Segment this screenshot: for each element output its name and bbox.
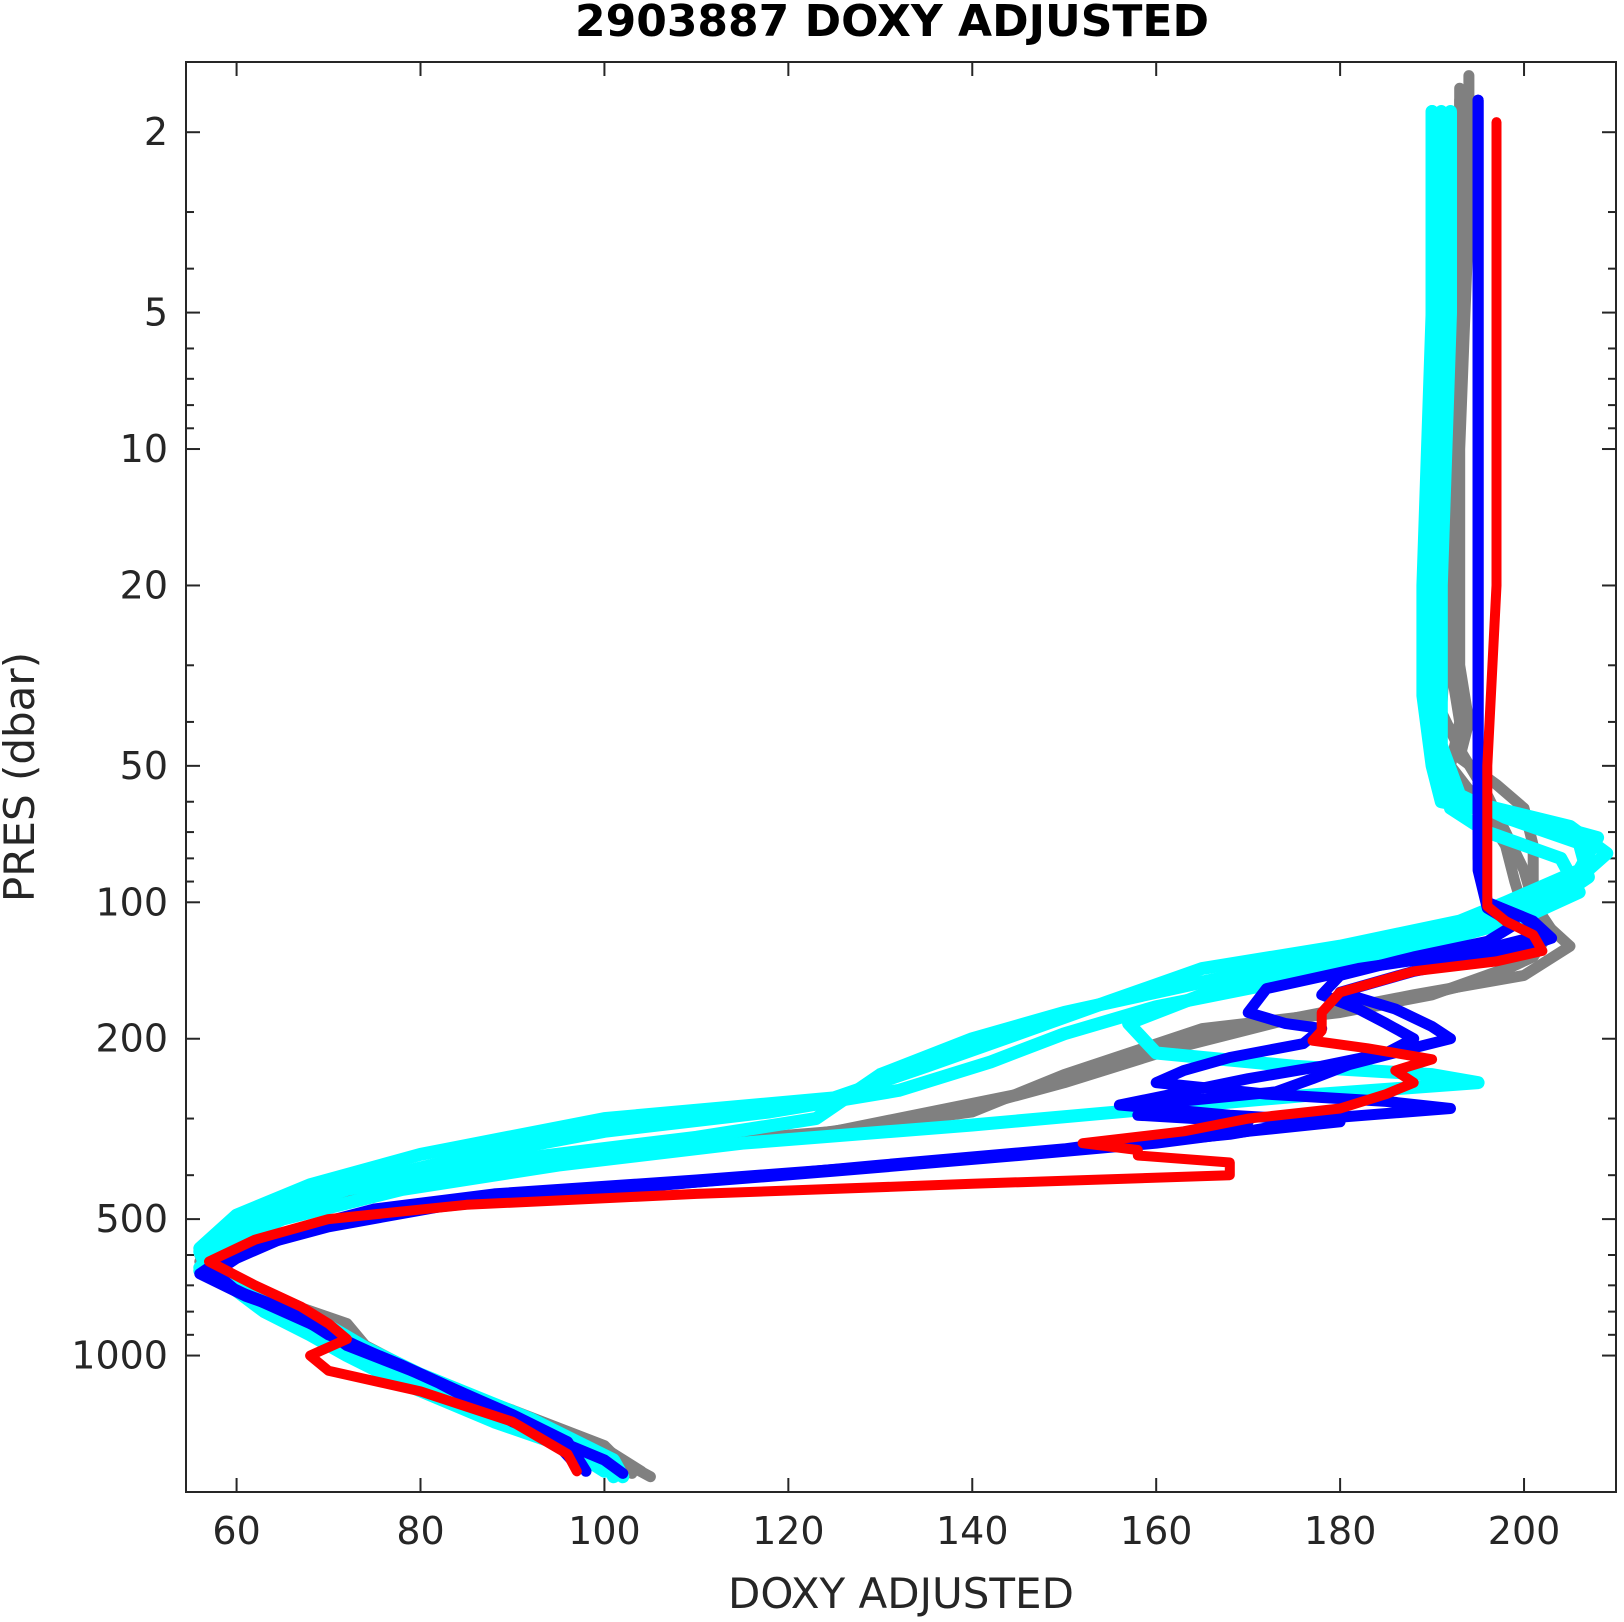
series-layer [193, 70, 1614, 1484]
y-tick-label: 1000 [71, 1334, 168, 1378]
profile-line-2 [203, 70, 1576, 1483]
profile-line-11 [204, 117, 1548, 1477]
x-tick-label: 60 [212, 1509, 260, 1553]
profile-line-6 [193, 105, 1595, 1478]
x-tick-label: 100 [568, 1509, 641, 1553]
x-tick-label: 80 [396, 1509, 444, 1553]
profile-line-9 [203, 94, 1521, 1472]
profile-line-7 [193, 105, 1586, 1480]
profile-line-1 [194, 82, 1548, 1477]
y-tick-label: 50 [120, 744, 168, 788]
y-tick-label: 10 [120, 427, 168, 471]
x-tick-label: 160 [1120, 1509, 1193, 1553]
profile-line-4 [193, 105, 1605, 1484]
x-tick-label: 120 [752, 1509, 825, 1553]
y-tick-label: 100 [95, 880, 168, 924]
x-tick-label: 140 [936, 1509, 1009, 1553]
profile-line-10 [203, 94, 1558, 1479]
chart-title: 2903887 DOXY ADJUSTED [575, 0, 1209, 47]
y-tick-label: 500 [95, 1197, 168, 1241]
x-tick-label: 200 [1488, 1509, 1561, 1553]
y-tick-label: 20 [120, 563, 168, 607]
axis-ticks [186, 62, 1616, 1492]
profile-line-3 [194, 94, 1558, 1479]
y-tick-label: 5 [144, 291, 168, 335]
profile-line-5 [193, 105, 1614, 1484]
profile-line-8 [194, 94, 1548, 1477]
y-tick-label: 200 [95, 1017, 168, 1061]
y-tick-label: 2 [144, 110, 168, 154]
plot-frame [185, 61, 1617, 1493]
tick-labels: 60 80 100 120 140 160 180 200 2 5 10 20 50 100 200 500 1… [71, 110, 1560, 1553]
x-axis-label: DOXY ADJUSTED [728, 1569, 1074, 1618]
y-axis-label: PRES (dbar) [0, 652, 44, 902]
x-tick-label: 180 [1304, 1509, 1377, 1553]
